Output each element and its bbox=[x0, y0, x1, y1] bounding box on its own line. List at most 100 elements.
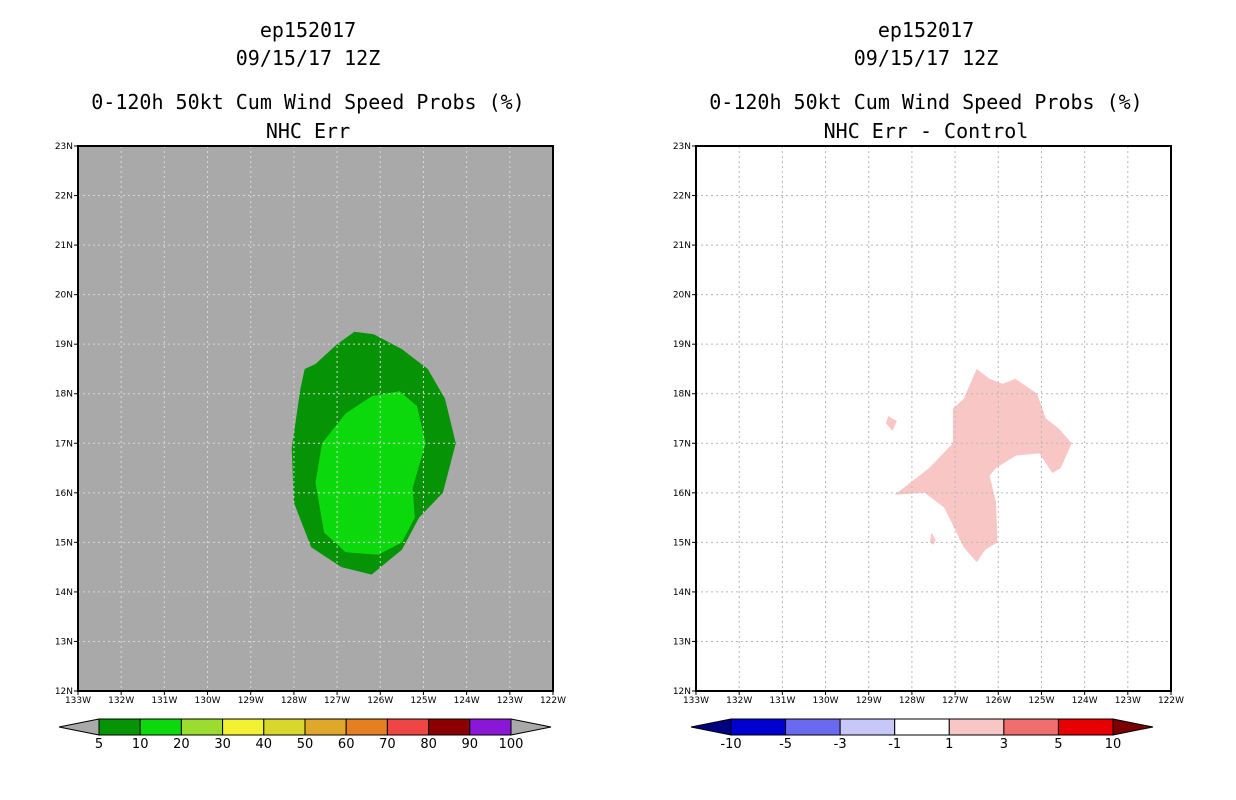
left-colorbar-segment bbox=[98, 718, 141, 736]
right-lat-label: 13N bbox=[673, 637, 691, 647]
right-lon-label: 123W bbox=[1115, 696, 1141, 706]
right-lat-label: 12N bbox=[673, 687, 691, 697]
left-colorbar-label: 80 bbox=[420, 737, 437, 752]
right-lon-label: 127W bbox=[942, 696, 968, 706]
left-datetime: 09/15/17 12Z bbox=[235, 46, 381, 70]
left-colorbar-label: 10 bbox=[132, 737, 149, 752]
left-lon-label: 123W bbox=[497, 696, 523, 706]
right-lat-label: 22N bbox=[673, 192, 691, 202]
left-colorbar-label: 90 bbox=[462, 737, 479, 752]
left-lon-label: 125W bbox=[410, 696, 436, 706]
right-lat-label: 17N bbox=[673, 439, 691, 449]
right-lon-label: 122W bbox=[1158, 696, 1184, 706]
left-colorbar-label: 70 bbox=[379, 737, 396, 752]
left-lon-label: 127W bbox=[324, 696, 350, 706]
right-colorbar-label: -1 bbox=[888, 737, 901, 752]
left-lat-label: 19N bbox=[55, 340, 73, 350]
right-colorbar-label: -3 bbox=[834, 737, 847, 752]
left-lon-label: 133W bbox=[65, 696, 91, 706]
left-colorbar-label: 30 bbox=[214, 737, 231, 752]
left-lat-label: 18N bbox=[55, 390, 73, 400]
left-map-subtitle: NHC Err bbox=[265, 119, 351, 143]
left-colorbar-label: 50 bbox=[297, 737, 314, 752]
left-lon-label: 132W bbox=[108, 696, 134, 706]
left-lon-label: 126W bbox=[367, 696, 393, 706]
right-lat-label: 23N bbox=[673, 142, 691, 152]
right-lon-label: 133W bbox=[683, 696, 709, 706]
left-colorbar-segment bbox=[180, 718, 224, 736]
left-map-title: 0-120h 50kt Cum Wind Speed Probs (%) bbox=[91, 90, 525, 114]
right-colorbar-label: 10 bbox=[1105, 737, 1122, 752]
left-colorbar-segment bbox=[469, 718, 512, 736]
left-colorbar-segment bbox=[428, 718, 471, 736]
right-map-subtitle: NHC Err - Control bbox=[823, 119, 1029, 143]
left-colorbar-label: 60 bbox=[338, 737, 355, 752]
left-colorbar-segment bbox=[386, 718, 430, 736]
right-lon-label: 126W bbox=[985, 696, 1011, 706]
right-colorbar-segment bbox=[1057, 718, 1114, 736]
right-lon-label: 131W bbox=[769, 696, 795, 706]
left-colorbar-segment bbox=[222, 718, 265, 736]
right-colorbar-segment bbox=[785, 718, 841, 736]
left-colorbar-segment bbox=[304, 718, 347, 736]
right-colorbar-label: -10 bbox=[720, 737, 741, 752]
left-colorbar-extend-left bbox=[58, 718, 100, 736]
left-lat-label: 17N bbox=[55, 439, 73, 449]
left-lat-label: 20N bbox=[55, 291, 73, 301]
right-colorbar-segment bbox=[839, 718, 896, 736]
right-lat-label: 14N bbox=[673, 588, 691, 598]
right-lat-label: 15N bbox=[673, 538, 691, 548]
left-lat-label: 12N bbox=[55, 687, 73, 697]
right-lat-label: 20N bbox=[673, 291, 691, 301]
left-lon-label: 131W bbox=[151, 696, 177, 706]
right-lat-label: 19N bbox=[673, 340, 691, 350]
left-lon-label: 122W bbox=[540, 696, 566, 706]
left-lat-label: 16N bbox=[55, 489, 73, 499]
right-lat-label: 18N bbox=[673, 390, 691, 400]
left-colorbar-label: 5 bbox=[95, 737, 103, 752]
left-lon-label: 129W bbox=[238, 696, 264, 706]
right-colorbar-extend-left bbox=[690, 718, 732, 736]
left-colorbar-extend-right bbox=[510, 718, 552, 736]
left-storm-id: ep152017 bbox=[259, 18, 357, 42]
right-lon-label: 129W bbox=[856, 696, 882, 706]
left-lon-label: 128W bbox=[281, 696, 307, 706]
right-colorbar-label: 3 bbox=[1000, 737, 1008, 752]
left-lat-label: 14N bbox=[55, 588, 73, 598]
left-lat-label: 15N bbox=[55, 538, 73, 548]
right-colorbar-segment bbox=[894, 718, 950, 736]
left-lat-label: 21N bbox=[55, 241, 73, 251]
right-lon-label: 125W bbox=[1028, 696, 1054, 706]
left-colorbar-segment bbox=[263, 718, 306, 736]
left-colorbar-label: 40 bbox=[256, 737, 273, 752]
left-lon-label: 130W bbox=[195, 696, 221, 706]
left-map-frame bbox=[77, 145, 554, 692]
right-colorbar-label: 5 bbox=[1054, 737, 1062, 752]
left-lat-label: 23N bbox=[55, 142, 73, 152]
right-lon-label: 132W bbox=[726, 696, 752, 706]
right-lon-label: 128W bbox=[899, 696, 925, 706]
right-colorbar-extend-right bbox=[1112, 718, 1154, 736]
right-colorbar-label: -5 bbox=[779, 737, 792, 752]
left-lat-label: 22N bbox=[55, 192, 73, 202]
right-contour-1-3 bbox=[894, 369, 1072, 563]
right-lat-label: 21N bbox=[673, 241, 691, 251]
right-colorbar-segment bbox=[730, 718, 787, 736]
left-contour-10-20 bbox=[315, 391, 426, 555]
right-storm-id: ep152017 bbox=[877, 18, 975, 42]
right-contour-1-3-blob bbox=[930, 532, 936, 545]
right-datetime: 09/15/17 12Z bbox=[853, 46, 999, 70]
left-probability-map: 23N 22N 21N 20N 19N 18N 17N 16N 15N 14N 13N 12N133W… bbox=[55, 142, 566, 752]
right-colorbar-segment bbox=[1003, 718, 1059, 736]
right-lon-label: 124W bbox=[1072, 696, 1098, 706]
right-colorbar-label: 1 bbox=[945, 737, 953, 752]
left-colorbar-label: 100 bbox=[499, 737, 524, 752]
left-lat-label: 13N bbox=[55, 637, 73, 647]
right-colorbar-segment bbox=[948, 718, 1005, 736]
right-field-background bbox=[696, 146, 1171, 691]
left-colorbar-segment bbox=[139, 718, 182, 736]
left-lon-label: 124W bbox=[454, 696, 480, 706]
left-colorbar-segment bbox=[345, 718, 388, 736]
right-map-frame bbox=[695, 145, 1172, 692]
left-colorbar-label: 20 bbox=[173, 737, 190, 752]
